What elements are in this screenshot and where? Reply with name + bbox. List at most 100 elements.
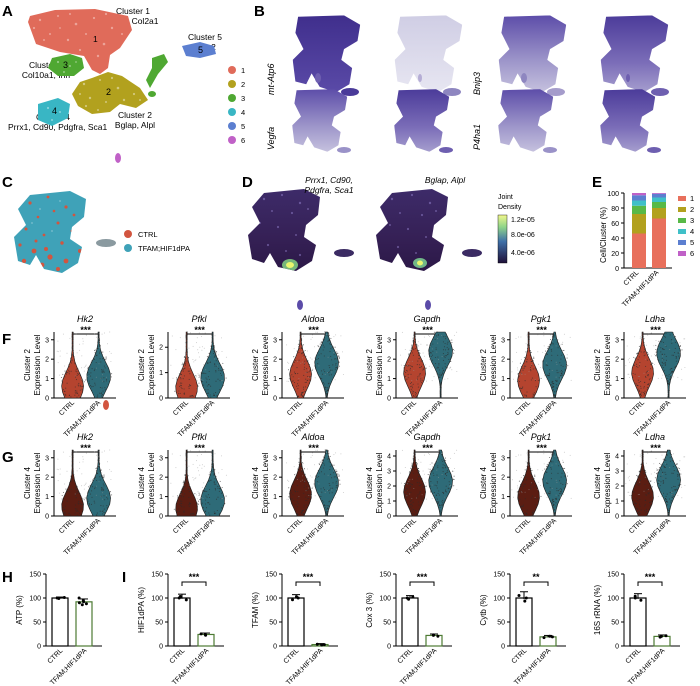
panel-f-xtick-ctrl: CTRL bbox=[628, 399, 646, 417]
panel-g-ylabel-line2: Expression Level bbox=[489, 452, 498, 513]
panel-f-ylabel-line2: Expression Level bbox=[33, 334, 42, 395]
panel-e-legend-6: 6 bbox=[690, 249, 694, 258]
panel-f-ylabel-line1: Cluster 2 bbox=[593, 348, 602, 381]
panel-d-right-title: Bglap, Alpl bbox=[390, 175, 500, 185]
panel-f-jitter-points bbox=[286, 332, 318, 399]
umap-mt-atp6-2 bbox=[394, 15, 463, 93]
panel-f-ylabel-line1: Cluster 2 bbox=[479, 348, 488, 381]
panel-g-ytick: 1 bbox=[273, 494, 277, 501]
panel-i-ytick: 150 bbox=[379, 572, 391, 579]
panel-f-ytick: 0 bbox=[387, 396, 391, 403]
panel-i-bar-rect bbox=[629, 597, 647, 647]
legend-swatch-3 bbox=[228, 94, 236, 102]
panel-f-ylabel-line2: Expression Level bbox=[603, 334, 612, 395]
panel-f-ytick: 0 bbox=[273, 396, 277, 403]
panel-c-outlier bbox=[103, 400, 109, 410]
panel-i-ytick: 50 bbox=[269, 620, 277, 627]
panel-g-ytick: 2 bbox=[159, 475, 163, 482]
panel-c-label: C bbox=[2, 174, 13, 191]
panel-h-datapoint bbox=[62, 596, 66, 599]
panel-g-gene-title: Pfkl bbox=[191, 432, 207, 442]
panel-g-ylabel-line1: Cluster 4 bbox=[365, 466, 374, 499]
umap-mt-atp6-1-satellite bbox=[341, 88, 359, 96]
panel-i-bar-rect bbox=[515, 597, 533, 647]
panel-g-ytick: 3 bbox=[501, 455, 505, 462]
panel-b-umaps: mt-Atp6 Bnip3 Vegfa P4ha1 bbox=[266, 15, 669, 153]
panel-f-violin-ctrl bbox=[289, 331, 312, 399]
panel-c-umap: CTRL TFAM;HIF1dPA bbox=[14, 191, 190, 410]
panel-d: D Prrx1, Cd90, Pdgfra, Sca1 Bglap, Alpl bbox=[240, 165, 590, 310]
panel-f-xtick-ctrl: CTRL bbox=[400, 399, 418, 417]
panel-g-jitter-points bbox=[511, 451, 546, 517]
panel-g-ytick: 1 bbox=[501, 494, 505, 501]
panel-g-ytick: 3 bbox=[45, 455, 49, 462]
panel-a-cluster-legend: 1 2 3 4 5 6 bbox=[228, 66, 245, 145]
panel-g-xtick-ctrl: CTRL bbox=[172, 517, 190, 535]
panel-f-significance: *** bbox=[536, 325, 547, 335]
panel-i-datapoint bbox=[320, 643, 324, 647]
panel-g-plot-pfkl: 0 1 2 3 Cluster 4 Expression Level Pfkl*** CTRL… bbox=[137, 432, 230, 557]
panel-c-legend-swatch-ctrl bbox=[124, 230, 132, 238]
panel-g-violin-treat bbox=[656, 449, 681, 517]
panel-f-significance: *** bbox=[80, 325, 91, 335]
umap-bnip3-1 bbox=[498, 15, 567, 93]
panel-i-datapoint bbox=[524, 596, 528, 600]
panel-g-violin-treat bbox=[428, 449, 453, 517]
legend-label-4: 4 bbox=[241, 108, 245, 117]
legend-swatch-6 bbox=[228, 136, 236, 144]
panel-f-ytick: 2 bbox=[159, 345, 163, 352]
panel-g-ylabel-line2: Expression Level bbox=[603, 452, 612, 513]
cluster-2-genes: Bglap, Alpl bbox=[114, 120, 156, 130]
panel-f-ytick: 1 bbox=[273, 376, 277, 383]
panel-h-ylabel: ATP (%) bbox=[15, 595, 24, 625]
panel-i-datapoint bbox=[296, 596, 300, 600]
panel-i-datapoint bbox=[184, 598, 188, 602]
panel-d-right-satellite bbox=[462, 249, 482, 257]
panel-d-left-satellite bbox=[334, 249, 354, 257]
umap-vegfa-2 bbox=[394, 89, 450, 152]
cluster-2-name: Cluster 2 bbox=[117, 110, 152, 120]
cluster-1-genes: Sox9, Col2a1 bbox=[107, 16, 159, 26]
panel-i-bar-rect bbox=[173, 597, 191, 647]
panel-g-ytick: 0 bbox=[273, 514, 277, 521]
panel-f-ytick: 2 bbox=[501, 357, 505, 364]
panel-f-xtick-ctrl: CTRL bbox=[58, 399, 76, 417]
panel-b-gene-label-bnip3: Bnip3 bbox=[472, 72, 482, 95]
panel-i-ytick: 100 bbox=[493, 596, 505, 603]
legend-swatch-5 bbox=[228, 122, 236, 130]
panel-f-violin-treat bbox=[428, 331, 453, 399]
panel-i-ytick: 100 bbox=[607, 596, 619, 603]
cluster-3-name: Cluster 3 bbox=[28, 60, 63, 70]
panel-d-left-title-line1: Prrx1, Cd90, bbox=[305, 175, 353, 185]
umap-p4ha1-1 bbox=[498, 89, 554, 152]
panel-d-density-maps: Joint Density 1.2e-05 8.0e-06 4.0e-06 bbox=[248, 189, 535, 310]
panel-f-xtick-ctrl: CTRL bbox=[172, 399, 190, 417]
panel-g-ytick: 1 bbox=[159, 494, 163, 501]
panel-i-datapoint bbox=[542, 636, 546, 640]
umap-vegfa-1-tail bbox=[315, 73, 321, 83]
panel-g-jitter-points bbox=[286, 450, 318, 517]
panel-f-ytick: 2 bbox=[45, 357, 49, 364]
panel-i-ytick: 150 bbox=[493, 572, 505, 579]
cluster-1-annotation: Cluster 1 Sox9, Col2a1 bbox=[78, 6, 188, 26]
cluster-3-id: 3 bbox=[63, 60, 68, 70]
panel-b-label: B bbox=[254, 3, 265, 20]
panel-f-significance: *** bbox=[422, 325, 433, 335]
panel-e-legend: 1 2 3 4 5 6 bbox=[678, 194, 694, 258]
panel-g-ytick: 2 bbox=[501, 475, 505, 482]
panel-h-ytick: 150 bbox=[29, 572, 41, 579]
legend-label-3: 3 bbox=[241, 94, 245, 103]
umap-mt-atp6-2-satellite bbox=[443, 88, 461, 96]
legend-label-5: 5 bbox=[241, 122, 245, 131]
panel-e-ytick-2: 40 bbox=[611, 236, 619, 243]
panel-g-ytick: 0 bbox=[159, 514, 163, 521]
panel-g-violin-ctrl bbox=[403, 449, 426, 517]
panel-g-ytick: 3 bbox=[387, 469, 391, 476]
panel-e-ytick-3: 60 bbox=[611, 221, 619, 228]
